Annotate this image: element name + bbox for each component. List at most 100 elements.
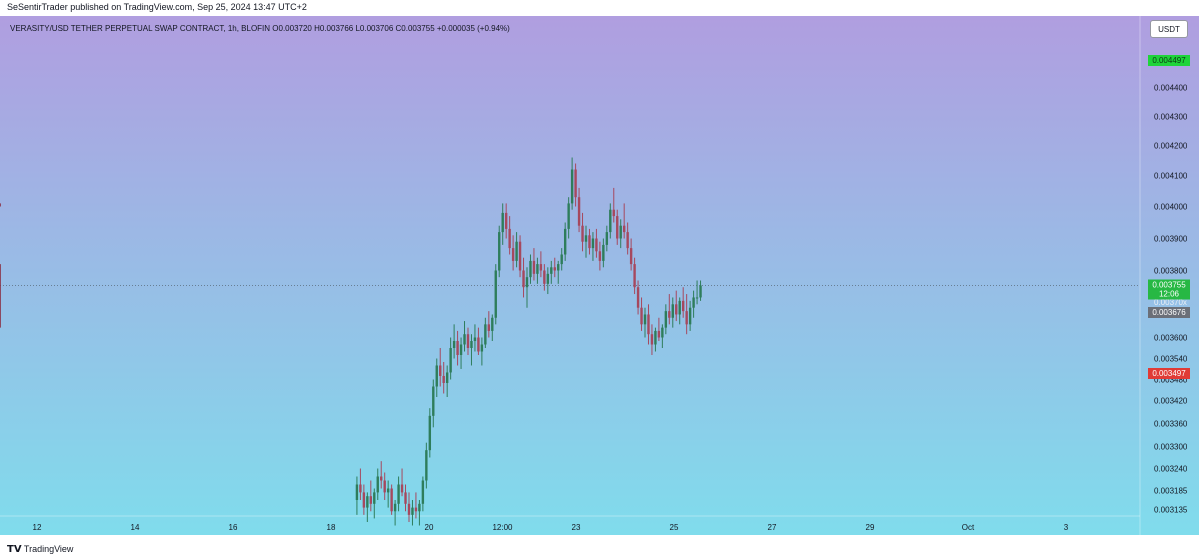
candle-body — [477, 337, 480, 352]
currency-button[interactable]: USDT — [1150, 20, 1188, 38]
entry-price-badge-bg — [1148, 307, 1190, 318]
time-tick-label: 20 — [425, 523, 434, 532]
time-tick-label: 18 — [327, 523, 336, 532]
price-tick-label: 0.004300 — [1154, 113, 1188, 122]
candle-body — [459, 344, 463, 355]
target-price-badge: 0.004497 — [1148, 55, 1190, 66]
candle-body — [473, 337, 477, 341]
candle-body — [445, 372, 449, 383]
chart-background — [0, 16, 1199, 535]
price-tick-label: 0.004000 — [1154, 203, 1188, 212]
candle-body — [355, 484, 359, 500]
candle-body — [595, 238, 598, 252]
candle-body — [376, 476, 379, 493]
price-tick-label: 0.003360 — [1154, 420, 1188, 429]
candle-body — [400, 484, 404, 493]
candle-body — [699, 285, 702, 298]
candle-body — [581, 225, 584, 242]
time-tick-label: 16 — [229, 523, 238, 532]
candle-body — [543, 270, 546, 284]
candle-body — [616, 216, 619, 239]
price-tick-label: 0.003480 — [1154, 376, 1188, 385]
price-tick-label: 0.004200 — [1154, 142, 1188, 151]
candle-body — [591, 238, 595, 249]
time-tick-label: 3 — [1064, 523, 1069, 532]
candle-body — [546, 273, 550, 284]
candle-body — [532, 260, 536, 274]
candle-body — [470, 341, 473, 348]
candle-body — [466, 334, 470, 348]
price-tick-label: 0.003900 — [1154, 235, 1188, 244]
candle-body — [425, 450, 428, 481]
stop-price-badge-bg — [1148, 368, 1190, 379]
candle-body — [494, 270, 497, 318]
target-price-badge-bg — [1148, 55, 1190, 66]
candle-body — [362, 492, 366, 508]
candle-body — [671, 304, 674, 318]
overlapped-price-label: 0.00370x — [1154, 298, 1187, 307]
time-axis: 12 14 16 18 20 12:00 23 25 27 29 Oct 3 — [33, 523, 1069, 532]
candle-body — [619, 225, 622, 239]
candle-body — [432, 386, 435, 416]
candle-body — [647, 314, 650, 335]
candle-body — [574, 169, 577, 198]
candle-body — [657, 330, 661, 338]
candle-body — [428, 415, 432, 451]
candle-body — [439, 365, 442, 376]
candle-body — [678, 300, 681, 315]
candle-body — [695, 297, 699, 299]
price-chart[interactable]: 0.004400 0.004300 0.004200 0.004100 0.004000… — [0, 16, 1199, 535]
candle-body — [563, 228, 567, 255]
chart-area[interactable]: 0.004400 0.004300 0.004200 0.004100 0.004000… — [0, 16, 1199, 535]
candle-body — [397, 484, 400, 504]
candle-body — [609, 209, 612, 233]
candle-body — [411, 507, 414, 515]
candle-body — [407, 503, 411, 515]
footer: 𝗧𝗩 TradingView — [0, 535, 1199, 560]
candle-body — [681, 300, 685, 312]
candle-body — [612, 209, 615, 217]
candle-body — [688, 307, 692, 325]
symbol-legend: VERASITY/USD TETHER PERPETUAL SWAP CONTR… — [10, 24, 510, 33]
price-tick-label: 0.003240 — [1154, 465, 1188, 474]
candle-body — [442, 375, 445, 383]
candle-body — [685, 311, 688, 325]
tradingview-logo-text: TradingView — [23, 544, 74, 554]
price-tick-label: 0.004400 — [1154, 84, 1188, 93]
time-tick-label: Oct — [962, 523, 975, 532]
candle-body — [359, 484, 362, 493]
price-axis: 0.004400 0.004300 0.004200 0.004100 0.004000… — [1154, 84, 1188, 515]
candle-body — [501, 212, 504, 233]
stop-price-badge: 0.003497 — [1148, 368, 1190, 379]
time-tick-label: 23 — [572, 523, 581, 532]
candle-body — [380, 476, 383, 481]
candle-body — [525, 277, 529, 288]
last-price-badge-bg — [1148, 279, 1190, 300]
candle-body — [484, 324, 487, 345]
candle-body — [668, 311, 671, 318]
candle-body — [567, 203, 570, 229]
candle-body — [449, 348, 452, 373]
candle-body — [622, 225, 626, 233]
candle-body — [598, 251, 602, 261]
price-tick-label: 0.003300 — [1154, 443, 1188, 452]
candle-body — [650, 334, 654, 345]
price-tick-label: 0.003185 — [1154, 487, 1188, 496]
candle-body — [414, 507, 418, 512]
time-tick-label: 12 — [33, 523, 42, 532]
candle-body — [605, 232, 609, 245]
tradingview-logo[interactable]: 𝗧𝗩 TradingView — [7, 544, 73, 555]
candle-body — [369, 496, 373, 504]
candle-body — [386, 488, 390, 493]
stop-price-badge-text: 0.003497 — [1152, 369, 1186, 378]
candle-body — [390, 488, 393, 512]
candle-body — [508, 228, 511, 249]
price-tick-label: 0.003600 — [1154, 334, 1188, 343]
candle-body — [539, 264, 543, 271]
candle-body — [498, 232, 501, 271]
time-tick-label: 14 — [131, 523, 140, 532]
time-tick-label: 12:00 — [492, 523, 513, 532]
candle-body — [518, 241, 522, 271]
candle-body — [435, 365, 438, 387]
price-tick-label: 0.004100 — [1154, 172, 1188, 181]
